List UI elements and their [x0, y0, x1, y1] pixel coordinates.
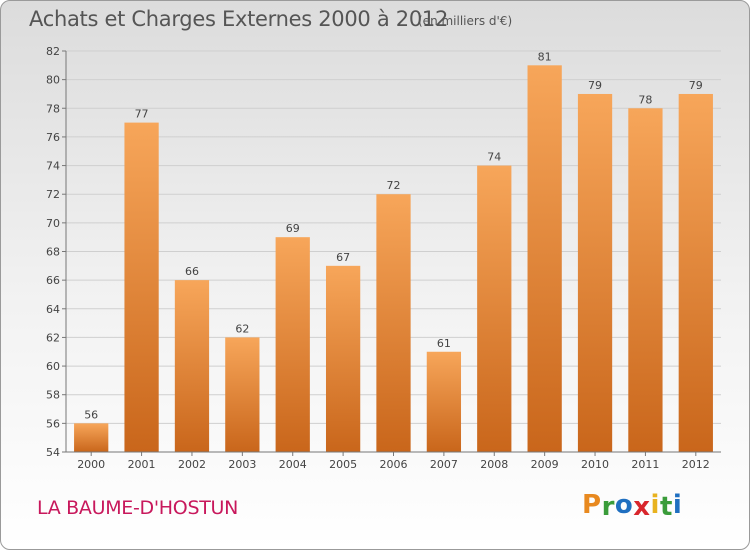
- data-label-2006: 72: [387, 179, 401, 192]
- bar-2010: [577, 93, 613, 452]
- y-tick-label: 66: [46, 274, 60, 287]
- y-tick-label: 76: [46, 131, 60, 144]
- y-tick-label: 74: [46, 160, 60, 173]
- x-tick-label: 2007: [430, 458, 458, 471]
- x-tick-label: 2009: [531, 458, 559, 471]
- data-label-2012: 79: [689, 79, 703, 92]
- data-label-2010: 79: [588, 79, 602, 92]
- y-tick-label: 78: [46, 102, 60, 115]
- logo-letter: i: [650, 490, 660, 520]
- x-tick-label: 2008: [480, 458, 508, 471]
- x-tick-label: 2006: [380, 458, 408, 471]
- x-tick-label: 2005: [329, 458, 357, 471]
- x-tick-label: 2004: [279, 458, 307, 471]
- bar-2003: [225, 337, 260, 452]
- y-tick-label: 58: [46, 389, 60, 402]
- data-label-2008: 74: [487, 151, 501, 164]
- proxiti-logo: Proxiti: [582, 490, 683, 522]
- y-tick-label: 60: [46, 360, 60, 373]
- y-tick-label: 82: [46, 45, 60, 58]
- bar-2001: [124, 122, 159, 452]
- x-tick-label: 2010: [581, 458, 609, 471]
- data-label-2000: 56: [84, 408, 98, 421]
- bar-2009: [527, 65, 562, 453]
- y-tick-label: 56: [46, 417, 60, 430]
- logo-letter: t: [659, 492, 673, 522]
- axes: 54 56 58 60 62 64 66 68 70 72 74 76 78 80 82 2000 2001 20…: [46, 45, 721, 471]
- data-label-2007: 61: [437, 337, 451, 350]
- data-label-2002: 66: [185, 265, 199, 278]
- y-tick-label: 54: [46, 446, 60, 459]
- data-label-2005: 67: [336, 251, 350, 264]
- logo-letter: P: [582, 490, 602, 520]
- x-tick-label: 2002: [178, 458, 206, 471]
- y-tick-label: 70: [46, 217, 60, 230]
- data-label-2011: 78: [638, 93, 652, 106]
- bar-2012: [678, 93, 713, 452]
- town-name: LA BAUME-D'HOSTUN: [37, 497, 239, 519]
- x-tick-label: 2001: [128, 458, 156, 471]
- bars: 56 77 66 62 69 67 72 61 74 81 79 78 79: [74, 50, 713, 453]
- data-label-2009: 81: [538, 50, 552, 63]
- bar-2006: [376, 194, 411, 452]
- x-tick-label: 2011: [631, 458, 659, 471]
- y-tick-label: 64: [46, 303, 60, 316]
- y-tick-label: 62: [46, 331, 60, 344]
- logo-letter: r: [601, 492, 615, 522]
- bar-2008: [477, 165, 512, 453]
- y-tick-label: 80: [46, 74, 60, 87]
- bar-2002: [174, 280, 210, 452]
- y-tick-label: 72: [46, 188, 60, 201]
- x-tick-label: 2012: [682, 458, 710, 471]
- data-label-2001: 77: [135, 108, 149, 121]
- data-label-2004: 69: [286, 222, 300, 235]
- bar-2005: [325, 265, 361, 452]
- x-tick-label: 2000: [77, 458, 105, 471]
- logo-letter: o: [614, 490, 634, 520]
- x-tick-label: 2003: [228, 458, 256, 471]
- bar-2007: [426, 351, 462, 452]
- logo-letter: i: [672, 490, 683, 520]
- logo-letter: x: [633, 492, 651, 522]
- bar-2011: [628, 108, 663, 453]
- y-tick-label: 68: [46, 246, 60, 259]
- chart-title: Achats et Charges Externes 2000 à 2012: [29, 7, 449, 31]
- data-label-2003: 62: [235, 322, 249, 335]
- bar-2000: [74, 423, 109, 452]
- chart-subtitle: (en milliers d'€): [418, 14, 513, 28]
- bar-2004: [275, 237, 310, 452]
